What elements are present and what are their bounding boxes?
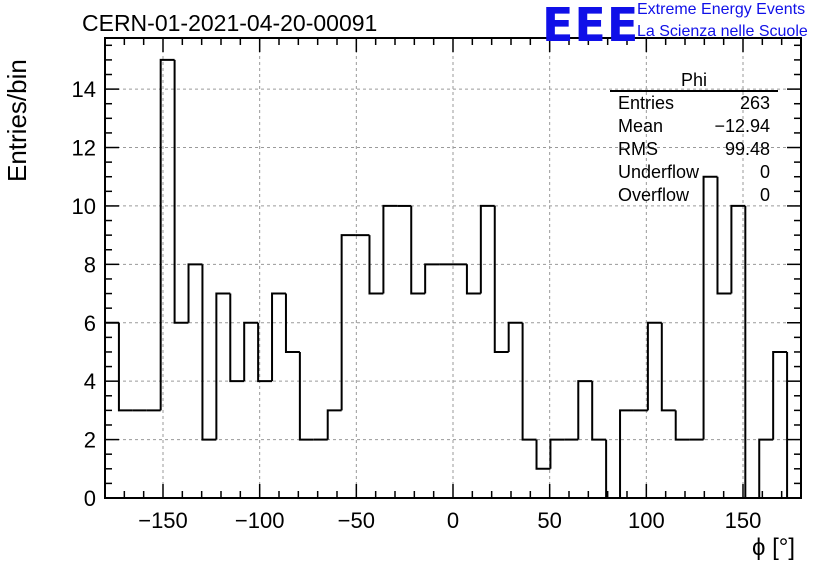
stats-row-underflow: Underflow 0 bbox=[610, 161, 778, 184]
tick-labels: −150 −100 −50 0 50 100 150 0 2 4 6 8 10 12 14 bbox=[72, 77, 762, 533]
histogram-bin bbox=[716, 176, 732, 295]
y-tick-label: 14 bbox=[72, 77, 96, 102]
eee-logo: EEE bbox=[542, 0, 640, 52]
histogram-bin bbox=[674, 410, 690, 441]
histogram-bin bbox=[117, 322, 133, 412]
x-tick-label: 100 bbox=[628, 508, 665, 533]
histogram-bin bbox=[368, 235, 384, 295]
stats-label: Entries bbox=[618, 93, 675, 113]
stats-label: Underflow bbox=[618, 162, 700, 182]
stats-row-overflow: Overflow 0 bbox=[610, 184, 778, 207]
stats-value: 0 bbox=[759, 162, 770, 182]
histogram-bin bbox=[591, 381, 607, 441]
stats-value: 263 bbox=[739, 93, 770, 113]
x-tick-label: 0 bbox=[447, 508, 459, 533]
histogram-bin bbox=[243, 321, 259, 382]
stats-value: −12.94 bbox=[714, 116, 770, 136]
histogram-bin bbox=[159, 58, 175, 411]
logo-subtitle-2: La Scienza nelle Scuole bbox=[637, 23, 808, 40]
histogram-bin bbox=[521, 322, 537, 441]
x-axis-label: ϕ [°] bbox=[752, 534, 796, 561]
histogram-bin bbox=[507, 321, 523, 352]
histogram-bin bbox=[619, 409, 634, 498]
histogram-bin bbox=[535, 439, 551, 470]
stats-label: RMS bbox=[618, 139, 658, 159]
histogram-bin bbox=[465, 264, 481, 295]
histogram-bin bbox=[772, 350, 788, 440]
stats-value: 99.48 bbox=[724, 139, 770, 159]
histogram-series bbox=[104, 58, 789, 499]
histogram-bin bbox=[758, 438, 774, 498]
histogram-bin bbox=[229, 293, 245, 383]
histogram-bin bbox=[410, 205, 426, 295]
histogram-bin bbox=[173, 59, 189, 324]
histogram-bin bbox=[201, 264, 217, 441]
stats-box: Phi Entries 263 Mean −12.94 RMS 99.48 Un… bbox=[610, 70, 778, 207]
stats-value: 0 bbox=[759, 185, 770, 205]
y-tick-label: 12 bbox=[72, 136, 96, 161]
histogram-bin bbox=[326, 409, 342, 440]
y-tick-label: 4 bbox=[84, 369, 96, 394]
grid-lines bbox=[105, 38, 801, 498]
x-tick-label: −150 bbox=[138, 508, 188, 533]
x-tick-label: 150 bbox=[725, 508, 762, 533]
run-title: CERN-01-2021-04-20-00091 bbox=[82, 10, 378, 36]
y-tick-label: 0 bbox=[84, 486, 96, 511]
stats-label: Mean bbox=[618, 116, 664, 136]
histogram-bin bbox=[424, 263, 440, 294]
histogram-bin bbox=[382, 204, 398, 294]
histogram-bin bbox=[730, 204, 746, 294]
stats-row-rms: RMS 99.48 bbox=[610, 138, 778, 161]
y-tick-label: 6 bbox=[84, 311, 96, 336]
histogram-bin bbox=[660, 322, 676, 412]
x-tick-label: 50 bbox=[537, 508, 561, 533]
histogram-bin bbox=[271, 292, 286, 382]
histogram-bin bbox=[577, 380, 593, 440]
histogram-bin bbox=[340, 234, 356, 411]
stats-row-entries: Entries 263 bbox=[610, 92, 778, 115]
histogram-bin bbox=[744, 205, 760, 499]
histogram-bin bbox=[479, 204, 495, 294]
histogram-bin bbox=[646, 321, 662, 411]
histogram-bin bbox=[702, 175, 718, 440]
y-tick-label: 10 bbox=[72, 194, 96, 219]
histogram-bin bbox=[215, 292, 231, 440]
histogram-bin bbox=[257, 322, 273, 383]
stats-title: Phi bbox=[610, 70, 778, 92]
stats-label: Overflow bbox=[618, 185, 690, 205]
stats-row-mean: Mean −12.94 bbox=[610, 115, 778, 138]
logo-subtitle-1: Extreme Energy Events bbox=[637, 1, 806, 18]
histogram-bin bbox=[605, 439, 621, 499]
x-tick-label: −50 bbox=[338, 508, 375, 533]
y-tick-label: 2 bbox=[84, 428, 96, 453]
y-tick-label: 8 bbox=[84, 252, 96, 277]
histogram-bin bbox=[493, 205, 509, 353]
histogram-bin bbox=[298, 351, 314, 441]
histogram-bin bbox=[549, 438, 565, 469]
histogram-bin bbox=[187, 263, 203, 323]
y-axis-label: Entries/bin bbox=[2, 59, 32, 182]
tick-marks bbox=[105, 38, 801, 498]
histogram-bin bbox=[284, 293, 300, 353]
x-tick-label: −100 bbox=[235, 508, 285, 533]
